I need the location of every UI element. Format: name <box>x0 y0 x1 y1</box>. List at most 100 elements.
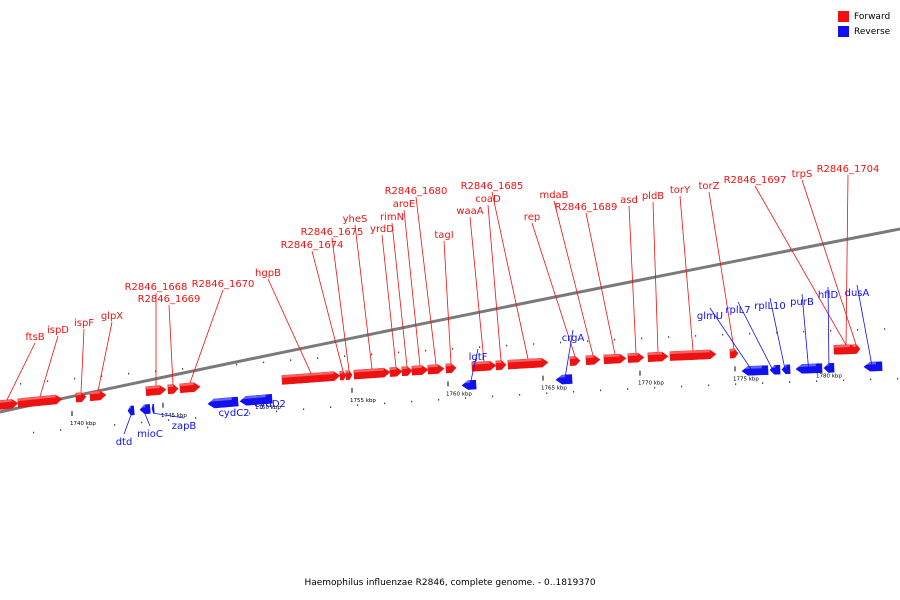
gene-lgtF[interactable] <box>461 379 477 390</box>
gene-cydC2[interactable] <box>207 396 239 409</box>
gene-arrow <box>555 374 573 385</box>
gene-aroE[interactable] <box>411 365 429 376</box>
gene-highlight <box>555 374 566 378</box>
legend-reverse: Reverse <box>838 24 890 39</box>
tick-label: 1760 kbp <box>446 391 472 397</box>
gene-arrow <box>281 371 341 385</box>
gene-label-glmU: glmU <box>697 311 723 322</box>
position-dot <box>195 417 197 419</box>
gene-label-aroE: aroE <box>393 199 415 210</box>
position-dot <box>857 329 859 331</box>
position-dot <box>749 332 751 335</box>
gene-label-rplL10: rplL10 <box>754 301 786 312</box>
gene-dusA[interactable] <box>863 361 883 372</box>
gene-yheS[interactable] <box>353 367 391 380</box>
gene-leader <box>168 304 174 385</box>
gene-label-trpS: trpS <box>792 169 813 180</box>
gene-tagI[interactable] <box>445 363 457 374</box>
gene-highlight <box>627 353 638 357</box>
gene-highlight <box>795 363 816 367</box>
gene-glmU[interactable] <box>741 365 769 376</box>
gene-arrow <box>139 404 151 415</box>
gene-rep[interactable] <box>569 356 581 366</box>
tick-label: 1765 kbp <box>541 386 567 392</box>
gene-ispF[interactable] <box>75 392 87 403</box>
gene-highlight <box>17 395 56 402</box>
gene-mdaB[interactable] <box>585 355 601 366</box>
gene-R2846_1680[interactable] <box>427 364 445 375</box>
gene-label-zapB: zapB <box>172 421 197 432</box>
gene-highlight <box>741 365 762 369</box>
gene-yrdD[interactable] <box>389 366 403 377</box>
gene-leader <box>415 196 437 365</box>
gene-R2846_1704[interactable] <box>835 344 857 355</box>
gene-label-glpX: glpX <box>101 311 123 322</box>
position-dot <box>249 412 251 415</box>
gene-leader <box>331 237 350 371</box>
gene-crgA[interactable] <box>555 374 573 385</box>
gene-label-tagI: tagI <box>434 230 453 241</box>
gene-arrow <box>795 363 823 374</box>
gene-highlight <box>207 397 232 402</box>
gene-label-rep: rep <box>524 212 540 223</box>
position-dot <box>384 402 386 405</box>
gene-rplL10[interactable] <box>781 364 791 375</box>
gene-leader <box>585 212 616 355</box>
gene-ispD[interactable] <box>17 394 63 408</box>
gene-R2846_1668[interactable] <box>145 385 167 397</box>
gene-leader <box>709 307 756 376</box>
gene-torY[interactable] <box>669 349 717 361</box>
gene-waaA[interactable] <box>471 360 497 372</box>
gene-R2846_1685[interactable] <box>507 357 549 370</box>
gene-ftsB[interactable] <box>0 399 19 411</box>
gene-leader <box>39 335 59 397</box>
gene-dtd[interactable] <box>127 405 135 416</box>
gene-highlight <box>507 358 542 363</box>
gene-leader <box>737 301 776 375</box>
gene-arrow <box>603 353 627 365</box>
position-dot <box>884 328 886 330</box>
gene-label-ispD: ispD <box>47 325 69 336</box>
position-dot <box>776 331 778 334</box>
gene-asd[interactable] <box>627 352 645 363</box>
position-dot <box>627 388 629 390</box>
position-dot <box>398 351 400 354</box>
position-dot <box>33 431 35 434</box>
gene-cydD2[interactable] <box>239 394 273 406</box>
gene-leader <box>845 174 849 345</box>
gene-R2846_1689[interactable] <box>603 353 627 365</box>
gene-leader <box>80 328 85 393</box>
gene-arrow <box>0 399 19 411</box>
gene-highlight <box>585 355 594 359</box>
position-dot <box>762 382 764 384</box>
gene-leader <box>403 209 421 366</box>
gene-leader <box>381 234 397 368</box>
gene-label-ftsB: ftsB <box>25 332 44 343</box>
gene-label-R2846_1685: R2846_1685 <box>461 181 524 192</box>
position-dot <box>317 357 319 359</box>
gene-torZ[interactable] <box>729 348 739 359</box>
gene-hgpB[interactable] <box>281 371 341 385</box>
gene-glpX[interactable] <box>89 390 107 402</box>
gene-R2846_1675[interactable] <box>345 370 353 381</box>
gene-label-pldB: pldB <box>642 191 664 202</box>
position-dot <box>371 353 373 356</box>
gene-arrow <box>585 355 601 366</box>
gene-R2846_1669[interactable] <box>167 384 179 395</box>
gene-rimN[interactable] <box>401 366 413 377</box>
gene-purB[interactable] <box>795 363 823 374</box>
gene-pldB[interactable] <box>647 351 669 362</box>
position-dot <box>735 383 737 385</box>
gene-zapB[interactable] <box>151 403 155 414</box>
gene-mioC[interactable] <box>139 404 151 415</box>
position-dot <box>870 378 872 381</box>
gene-label-asd: asd <box>620 195 638 206</box>
position-dot <box>668 336 670 338</box>
tick-label: 1740 kbp <box>70 421 96 427</box>
gene-R2846_1674[interactable] <box>339 370 347 381</box>
position-dot <box>330 406 332 409</box>
gene-coaD[interactable] <box>495 360 507 371</box>
gene-R2846_1670[interactable] <box>179 382 201 394</box>
gene-highlight <box>389 367 397 371</box>
